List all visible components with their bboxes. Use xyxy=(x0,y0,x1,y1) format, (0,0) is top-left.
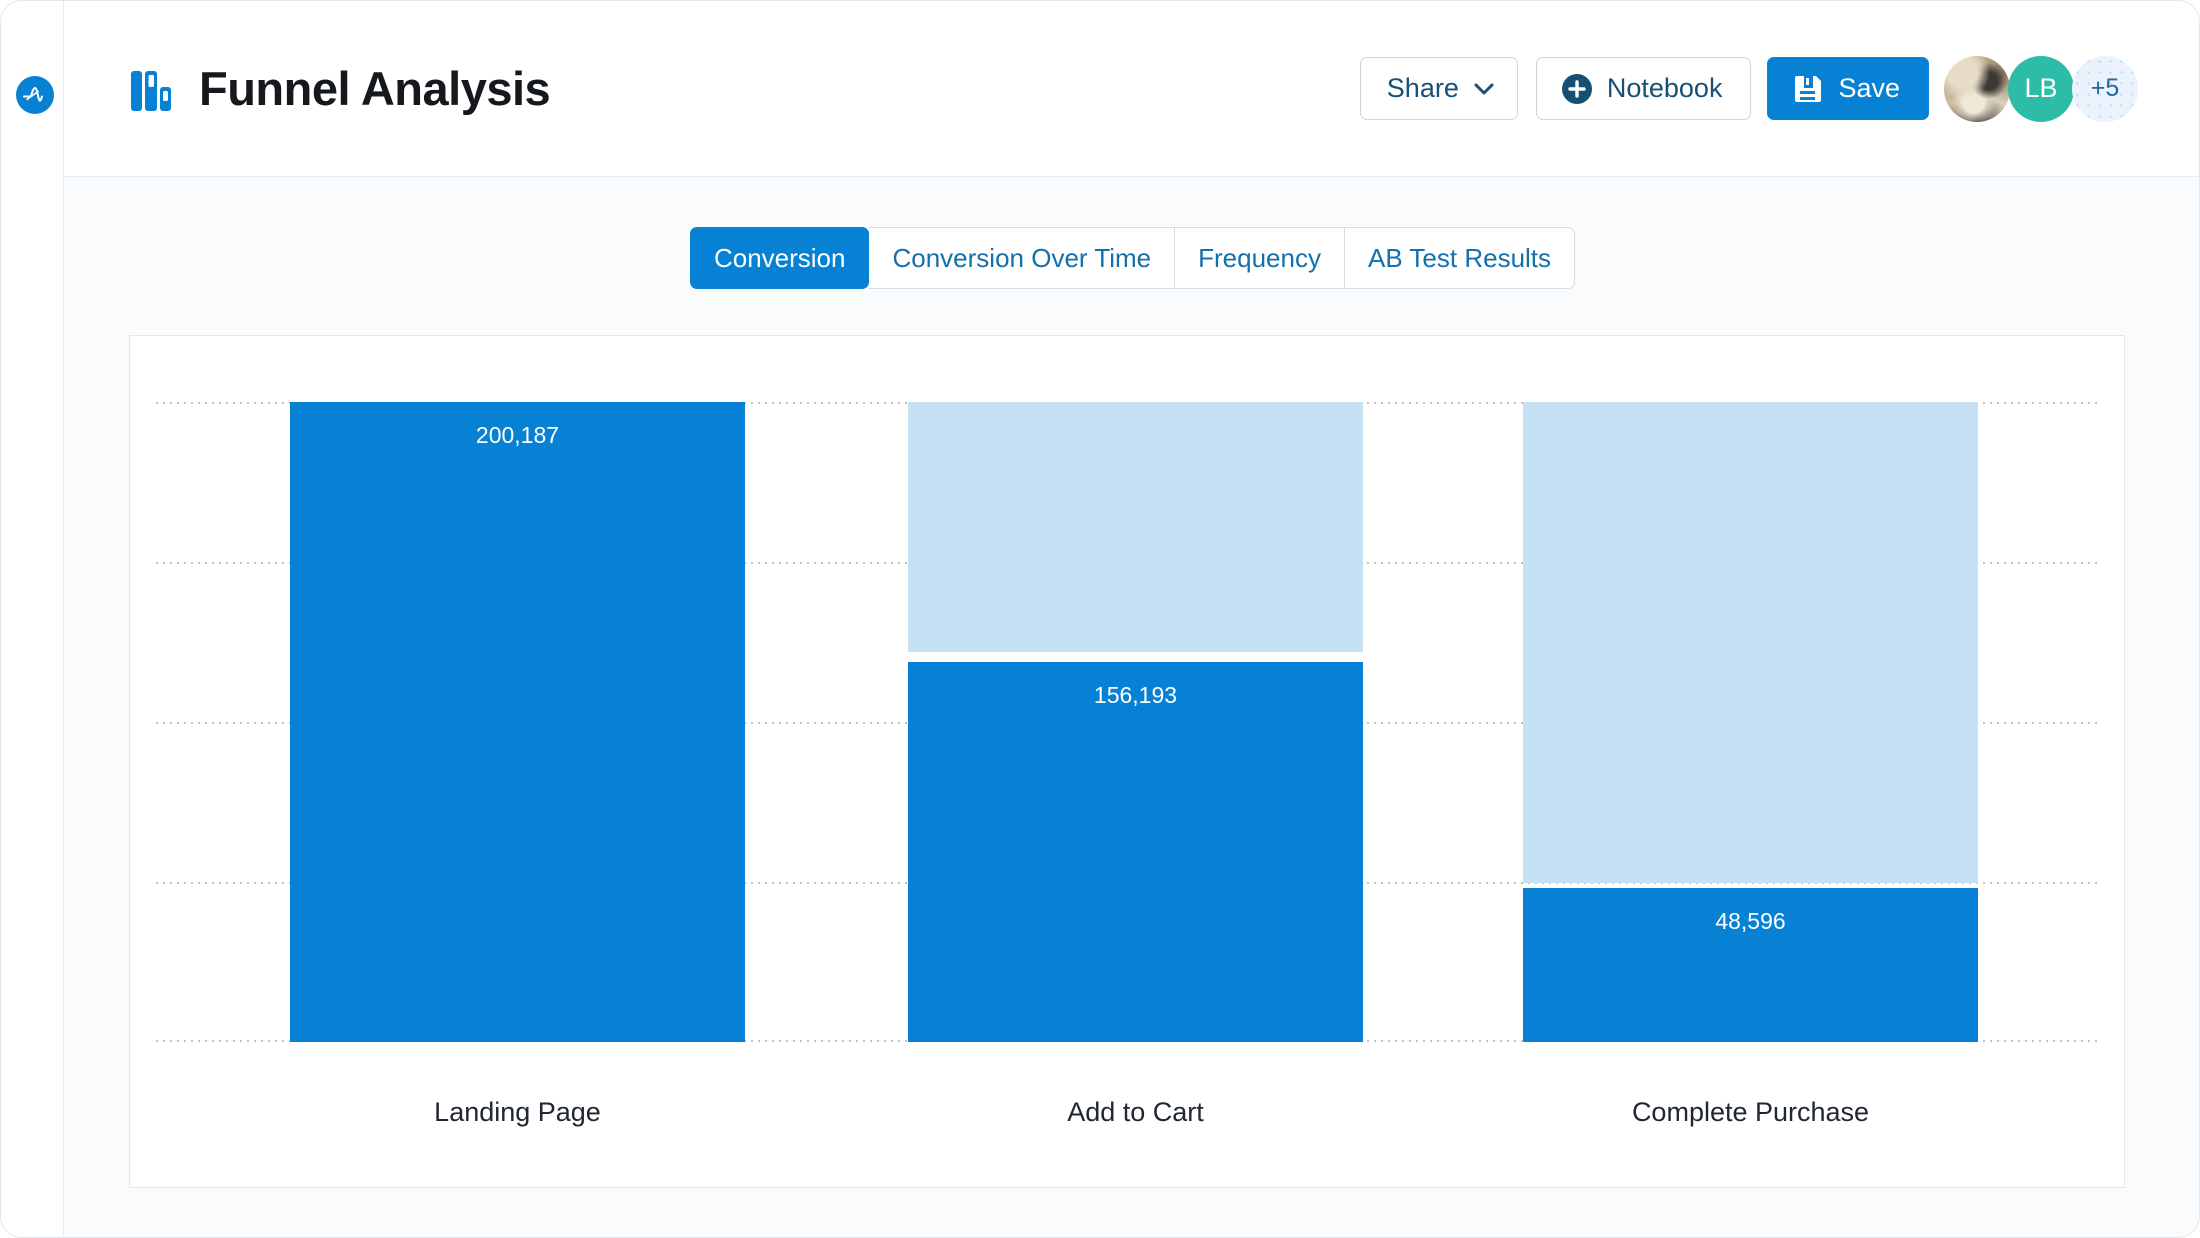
app-logo[interactable] xyxy=(16,76,54,114)
funnel-plot: 200,187 Landing Page 156,193 Add to Cart 48,… xyxy=(156,402,2100,1127)
chevron-down-icon xyxy=(1474,83,1494,94)
save-button[interactable]: Save xyxy=(1767,57,1929,120)
dropoff-segment[interactable] xyxy=(1523,402,1978,883)
header-actions: Share Notebook xyxy=(1359,55,2138,122)
user-avatar-photo[interactable] xyxy=(1944,55,2010,122)
tab-conversion[interactable]: Conversion xyxy=(689,227,870,289)
avatar-overflow-badge[interactable]: +5 xyxy=(2072,55,2138,122)
header: Funnel Analysis Share Notebook xyxy=(64,1,2199,177)
funnel-chart-icon xyxy=(131,70,171,111)
plus-circle-icon xyxy=(1561,73,1592,104)
category-label: Add to Cart xyxy=(1067,1097,1204,1127)
share-button[interactable]: Share xyxy=(1359,57,1518,120)
bar-value-label: 200,187 xyxy=(475,422,560,448)
tab-ab-test-results[interactable]: AB Test Results xyxy=(1344,227,1576,289)
notebook-button[interactable]: Notebook xyxy=(1535,57,1752,120)
notebook-button-label: Notebook xyxy=(1606,73,1723,103)
title-group: Funnel Analysis xyxy=(129,61,551,116)
funnel-bar-add-to-cart: 156,193 Add to Cart xyxy=(908,402,1363,1127)
amplitude-logo-icon xyxy=(23,86,43,102)
converted-segment[interactable]: 200,187 xyxy=(290,402,745,1042)
tab-conversion-over-time[interactable]: Conversion Over Time xyxy=(869,227,1176,289)
save-button-label: Save xyxy=(1838,73,1900,103)
funnel-bar-complete-purchase: 48,596 Complete Purchase xyxy=(1523,402,1978,1127)
dropoff-segment[interactable] xyxy=(908,402,1363,652)
user-avatar-initials[interactable]: LB xyxy=(2008,55,2074,122)
left-rail xyxy=(1,1,64,1237)
converted-segment[interactable]: 156,193 xyxy=(908,662,1363,1042)
funnel-bar-landing-page: 200,187 Landing Page xyxy=(290,402,745,1127)
category-label: Landing Page xyxy=(434,1097,601,1127)
category-label: Complete Purchase xyxy=(1631,1097,1870,1127)
chart-panel: 200,187 Landing Page 156,193 Add to Cart 48,… xyxy=(129,335,2125,1188)
bar-value-label: 48,596 xyxy=(1715,908,1786,934)
save-icon xyxy=(1795,75,1822,102)
tab-frequency[interactable]: Frequency xyxy=(1175,227,1345,289)
bar-value-label: 156,193 xyxy=(1093,682,1178,708)
page-title: Funnel Analysis xyxy=(199,62,551,115)
chart-tabs: Conversion Conversion Over Time Frequency A… xyxy=(64,227,2199,289)
converted-segment[interactable]: 48,596 xyxy=(1523,888,1978,1042)
share-button-label: Share xyxy=(1386,73,1459,103)
content-area: Conversion Conversion Over Time Frequency A… xyxy=(64,177,2199,1237)
avatar-group: LB +5 xyxy=(1944,55,2138,122)
